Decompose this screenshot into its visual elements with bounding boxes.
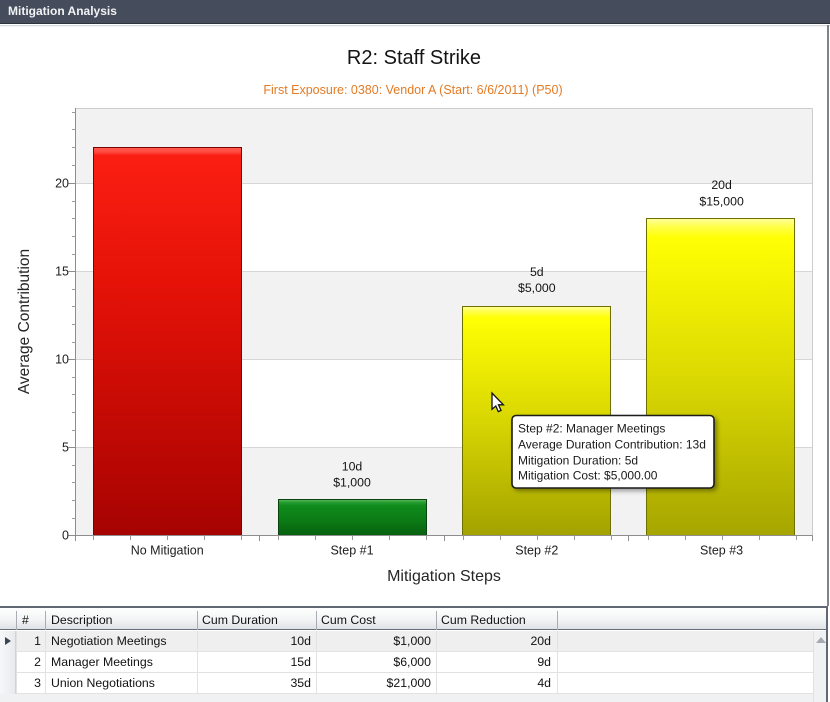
svg-text:Step #1: Step #1 [330, 544, 373, 558]
svg-text:No Mitigation: No Mitigation [131, 544, 204, 558]
svg-text:Step #3: Step #3 [700, 544, 743, 558]
svg-text:$5,000: $5,000 [518, 281, 556, 295]
svg-text:0: 0 [62, 529, 69, 543]
svg-text:$1,000: $1,000 [333, 475, 371, 489]
svg-text:Step #2: Manager Meetings: Step #2: Manager Meetings [518, 422, 665, 436]
svg-text:10: 10 [55, 353, 69, 367]
svg-text:20: 20 [55, 177, 69, 191]
svg-text:$15,000: $15,000 [699, 194, 744, 208]
svg-text:15: 15 [55, 265, 69, 279]
svg-text:R2: Staff Strike: R2: Staff Strike [347, 47, 481, 69]
svg-text:First Exposure: 0380: Vendor A: First Exposure: 0380: Vendor A (Start: 6… [263, 83, 562, 97]
svg-text:Average Contribution: Average Contribution [16, 249, 33, 394]
svg-text:Mitigation Cost: $5,000.00: Mitigation Cost: $5,000.00 [518, 469, 658, 483]
svg-text:5: 5 [62, 441, 69, 455]
svg-text:Step #2: Step #2 [515, 544, 558, 558]
svg-text:5d: 5d [530, 265, 544, 279]
svg-text:Mitigation Steps: Mitigation Steps [387, 568, 501, 585]
svg-text:Mitigation Duration: 5d: Mitigation Duration: 5d [518, 454, 638, 468]
svg-text:10d: 10d [342, 460, 363, 474]
svg-text:Average Duration Contribution:: Average Duration Contribution: 13d [518, 438, 706, 452]
svg-text:20d: 20d [711, 178, 732, 192]
